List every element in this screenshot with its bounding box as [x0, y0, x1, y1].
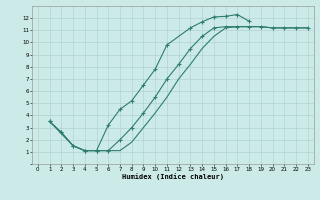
X-axis label: Humidex (Indice chaleur): Humidex (Indice chaleur) — [122, 173, 224, 180]
